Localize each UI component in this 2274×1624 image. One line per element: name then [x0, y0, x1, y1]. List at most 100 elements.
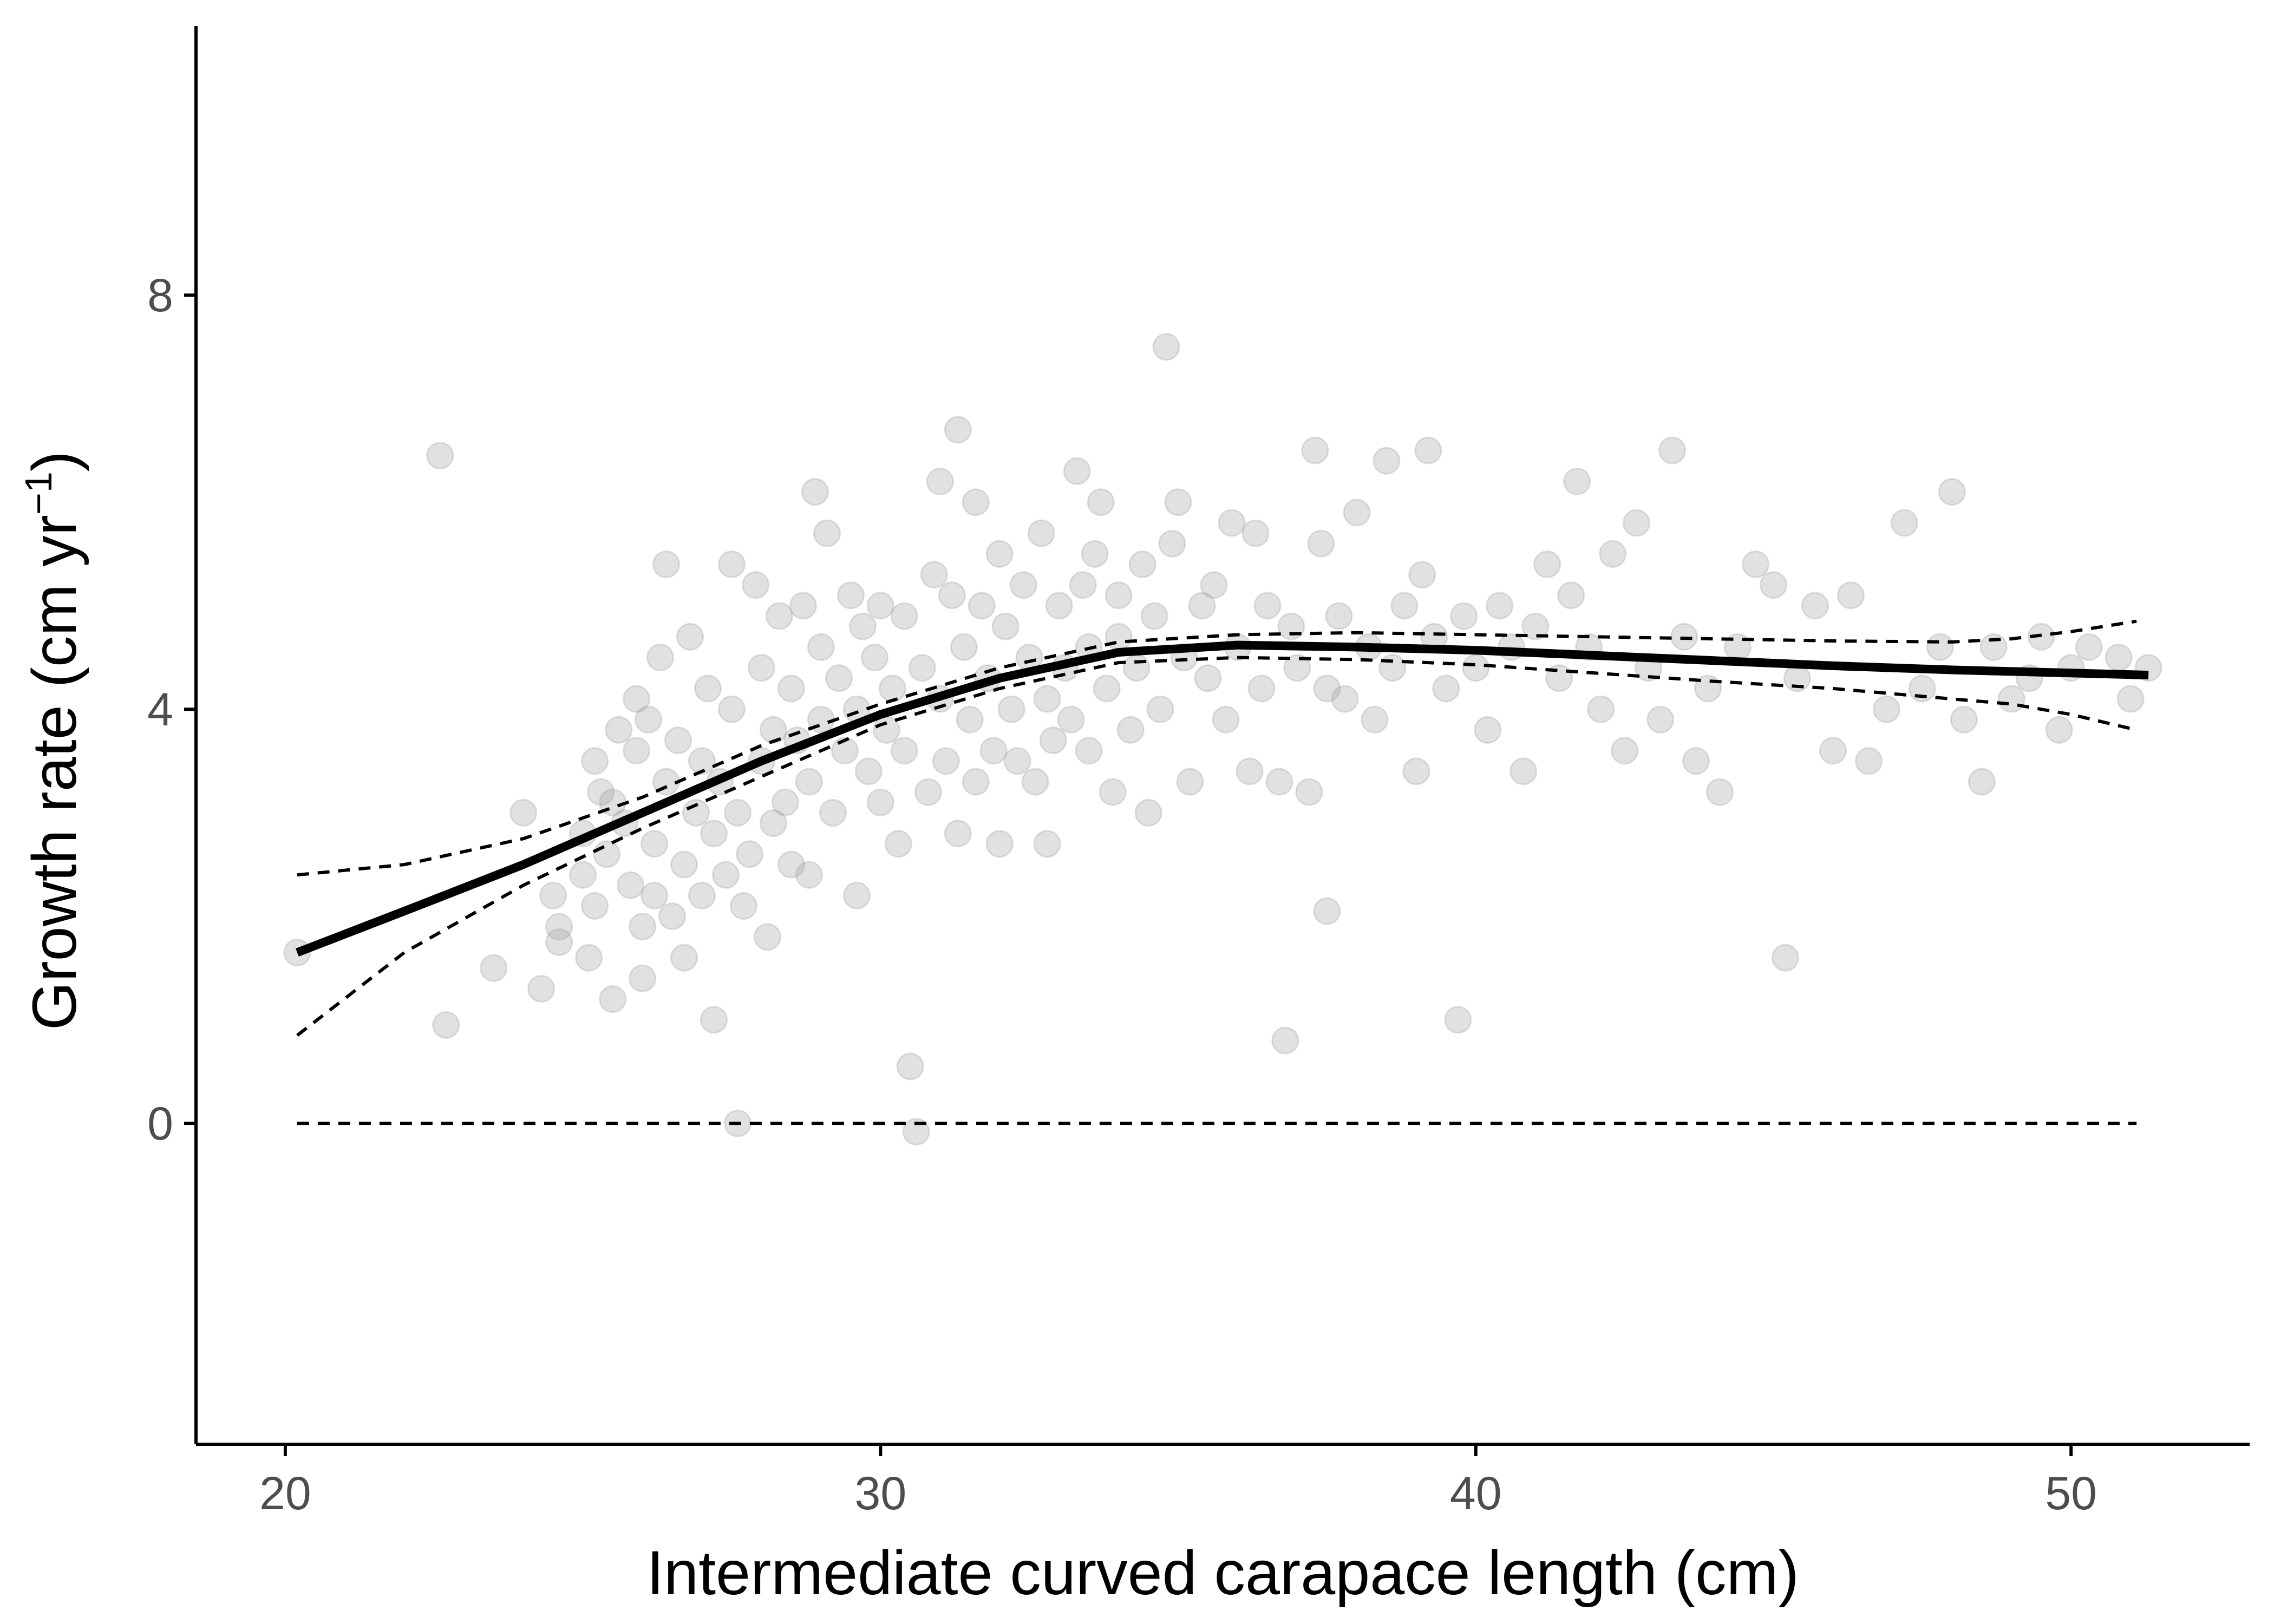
data-point	[1200, 571, 1228, 599]
data-point	[902, 1118, 930, 1145]
data-point	[842, 881, 871, 909]
data-point	[1021, 768, 1049, 796]
data-point	[2116, 685, 2145, 713]
data-point	[1087, 488, 1115, 516]
data-point	[1218, 509, 1246, 537]
data-point	[2105, 644, 2133, 672]
data-point	[1313, 675, 1341, 703]
data-point	[1307, 529, 1335, 558]
data-point	[908, 654, 936, 682]
data-point	[1444, 1006, 1472, 1034]
data-point	[712, 861, 740, 889]
data-point	[1890, 509, 1918, 537]
data-point	[944, 820, 972, 848]
data-point	[771, 788, 799, 816]
data-point	[426, 442, 454, 470]
data-point	[1331, 685, 1359, 713]
data-point	[1241, 519, 1270, 547]
data-point	[1872, 695, 1900, 723]
data-point	[1623, 509, 1651, 537]
data-point	[1772, 944, 1799, 972]
data-point	[432, 1011, 460, 1039]
data-point	[1027, 519, 1055, 547]
data-point	[1301, 436, 1329, 464]
data-point	[1039, 726, 1067, 755]
data-point	[1063, 457, 1091, 485]
data-point	[860, 644, 888, 672]
data-point	[1557, 581, 1585, 610]
data-point	[938, 581, 966, 610]
data-point	[539, 881, 567, 909]
data-point	[664, 726, 692, 755]
data-point	[878, 675, 906, 703]
data-point	[1271, 1026, 1299, 1055]
data-point	[1510, 757, 1538, 785]
data-point	[968, 592, 996, 620]
data-point	[1563, 468, 1591, 495]
data-point	[1462, 654, 1490, 682]
data-point	[896, 1052, 924, 1081]
data-point	[825, 664, 853, 692]
data-point	[670, 944, 698, 972]
data-point	[1979, 633, 2008, 661]
data-point	[676, 623, 704, 651]
data-point	[1474, 716, 1502, 744]
data-point	[1682, 747, 1710, 775]
data-point	[777, 675, 805, 703]
data-point	[1968, 768, 1996, 796]
data-point	[1140, 602, 1168, 630]
data-point	[765, 602, 793, 630]
data-point	[1313, 897, 1341, 925]
data-point	[1432, 675, 1460, 703]
x-tick-label: 30	[854, 1468, 906, 1520]
data-point	[1253, 592, 1282, 620]
data-point	[914, 778, 942, 806]
fit-line	[296, 640, 2149, 957]
data-point	[1122, 654, 1151, 682]
points-layer	[283, 333, 2162, 1145]
data-point	[920, 561, 948, 589]
data-point	[1283, 654, 1311, 682]
data-point	[1045, 592, 1073, 620]
data-point	[1188, 592, 1216, 620]
data-point	[688, 881, 716, 909]
data-point	[1521, 612, 1550, 640]
data-point	[1533, 551, 1561, 578]
data-point	[884, 830, 912, 858]
data-point	[777, 850, 805, 879]
data-point	[854, 757, 883, 785]
data-point	[795, 768, 823, 796]
data-point	[587, 778, 615, 806]
data-point	[1950, 705, 1978, 734]
data-point	[569, 861, 597, 889]
data-point	[866, 592, 894, 620]
data-point	[480, 954, 508, 982]
data-point	[1146, 695, 1174, 723]
data-point	[1134, 798, 1162, 827]
data-point	[1033, 685, 1061, 713]
ci-lower-line	[296, 656, 2137, 1037]
data-point	[1819, 737, 1847, 765]
data-point	[581, 747, 609, 775]
data-point	[629, 913, 657, 941]
data-point	[1116, 716, 1145, 744]
data-point	[991, 612, 1020, 640]
data-point	[2045, 716, 2073, 744]
data-point	[2075, 633, 2103, 661]
data-point	[545, 913, 573, 941]
data-point	[688, 747, 716, 775]
data-point	[950, 633, 978, 661]
data-point	[985, 830, 1014, 858]
data-point	[1599, 540, 1627, 568]
data-point	[807, 633, 835, 661]
y-tick-label: 4	[147, 684, 173, 736]
data-point	[956, 705, 984, 734]
data-point	[718, 551, 746, 578]
data-point	[932, 747, 960, 775]
data-point	[1450, 602, 1478, 630]
data-point	[1128, 551, 1156, 578]
data-point	[795, 861, 823, 889]
data-point	[646, 644, 674, 672]
